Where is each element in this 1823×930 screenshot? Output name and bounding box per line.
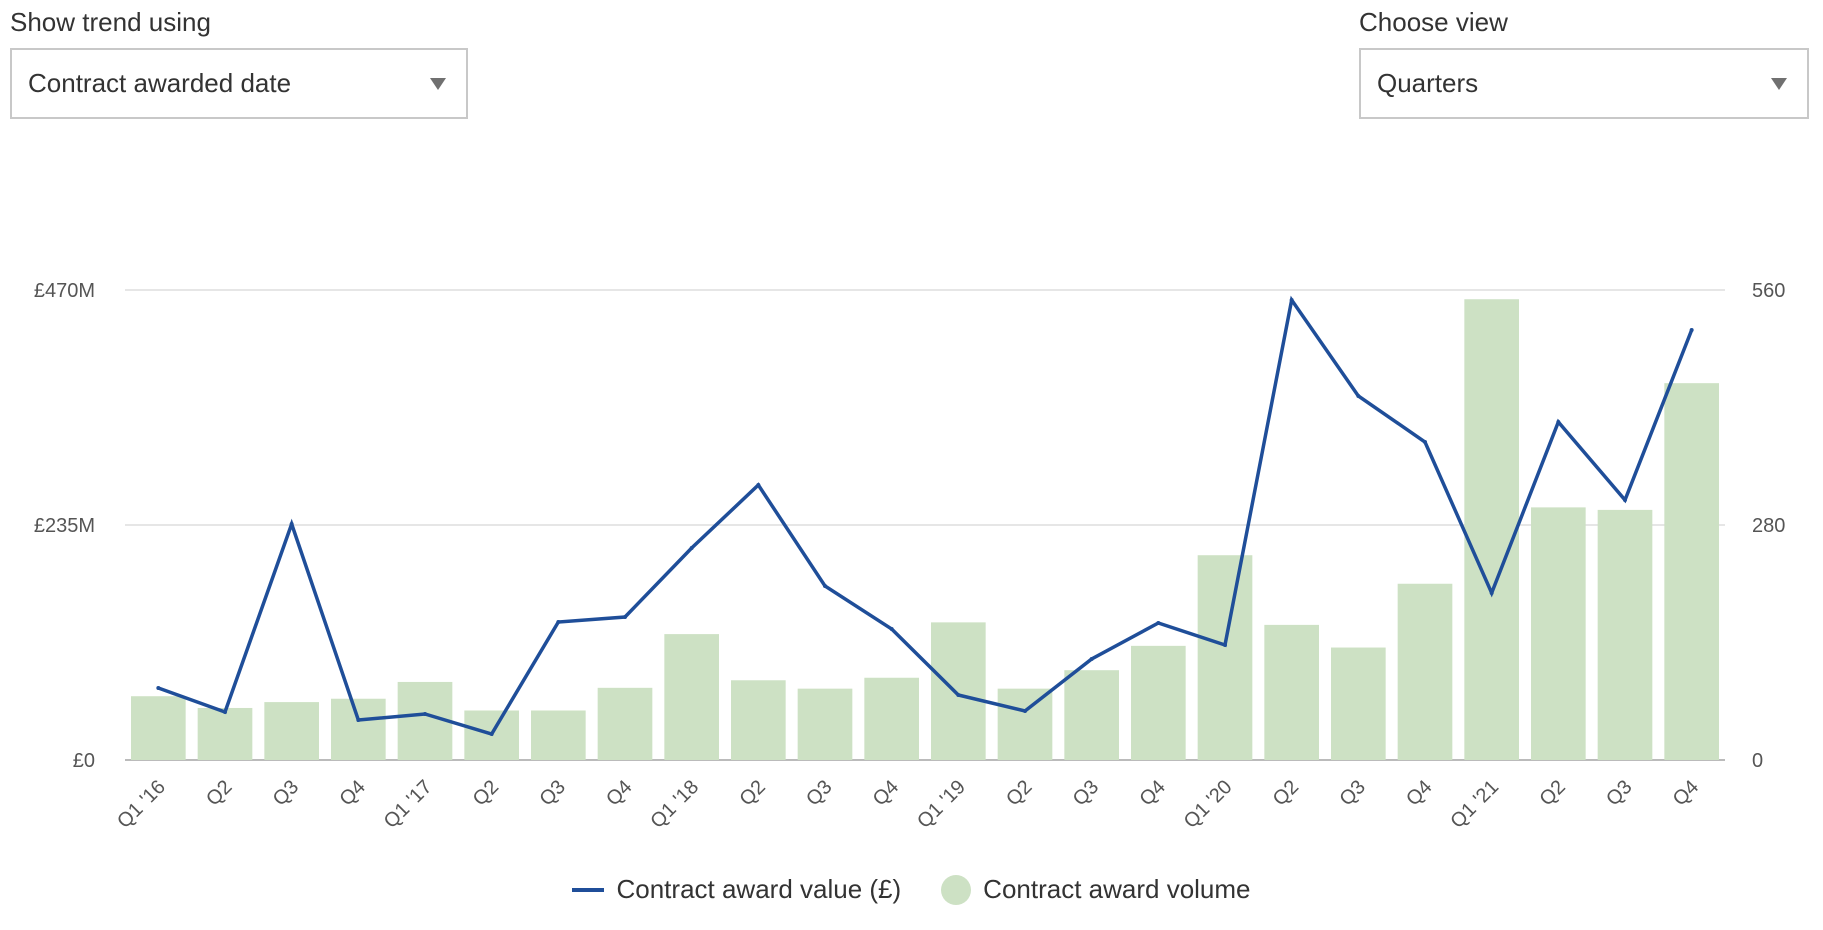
chevron-down-icon xyxy=(430,78,446,90)
legend-item-volume[interactable]: Contract award volume xyxy=(941,874,1251,905)
view-select[interactable]: Quarters xyxy=(1359,48,1809,119)
y-left-tick-label: £235M xyxy=(34,515,95,537)
x-tick-label: Q2 xyxy=(1269,776,1303,810)
view-select-value: Quarters xyxy=(1377,68,1479,98)
x-tick-label: Q1 '21 xyxy=(1446,776,1503,833)
volume-bar[interactable] xyxy=(1397,583,1453,760)
x-tick-label: Q1 '18 xyxy=(646,776,703,833)
value-point[interactable] xyxy=(1289,298,1294,302)
value-point[interactable] xyxy=(1356,394,1361,398)
legend-label-value: Contract award value (£) xyxy=(616,874,902,904)
volume-bar[interactable] xyxy=(731,680,786,760)
volume-bar[interactable] xyxy=(931,622,986,760)
value-point[interactable] xyxy=(1223,643,1227,647)
x-tick-label: Q3 xyxy=(535,776,569,810)
value-point[interactable] xyxy=(1423,440,1427,444)
volume-bars xyxy=(131,299,1719,760)
x-tick-label: Q1 '16 xyxy=(113,776,170,833)
volume-bar[interactable] xyxy=(664,634,719,760)
volume-bar[interactable] xyxy=(331,698,386,760)
volume-bar[interactable] xyxy=(1264,624,1319,760)
legend-item-value[interactable]: Contract award value (£) xyxy=(572,874,901,905)
x-tick-label: Q4 xyxy=(1402,776,1436,810)
volume-bar[interactable] xyxy=(1597,509,1653,760)
x-tick-label: Q4 xyxy=(1669,776,1703,810)
x-tick-label: Q4 xyxy=(335,776,369,810)
legend-label-volume: Contract award volume xyxy=(983,874,1251,904)
trend-label: Show trend using xyxy=(10,7,211,37)
volume-bar[interactable] xyxy=(264,702,319,760)
value-point[interactable] xyxy=(1489,591,1494,595)
y-left-tick-label: £470M xyxy=(34,280,95,302)
x-tick-label: Q1 '20 xyxy=(1180,776,1237,833)
value-point[interactable] xyxy=(1623,498,1627,502)
volume-bar[interactable] xyxy=(1464,299,1519,760)
volume-bar[interactable] xyxy=(531,710,586,760)
circle-swatch-icon xyxy=(941,874,972,905)
volume-bar[interactable] xyxy=(1331,647,1386,760)
x-tick-label: Q3 xyxy=(1335,776,1369,810)
volume-bar[interactable] xyxy=(997,688,1053,760)
volume-bar[interactable] xyxy=(1664,383,1719,760)
value-point[interactable] xyxy=(823,584,827,588)
volume-bar[interactable] xyxy=(1531,507,1586,760)
x-tick-label: Q1 '19 xyxy=(913,776,970,833)
trend-select-value: Contract awarded date xyxy=(28,68,292,98)
x-tick-label: Q2 xyxy=(469,776,503,810)
value-point[interactable] xyxy=(889,627,894,631)
chevron-down-icon xyxy=(1771,78,1787,90)
volume-bar[interactable] xyxy=(197,707,253,760)
line-swatch-icon xyxy=(572,887,605,892)
y-right-tick-label: 560 xyxy=(1752,280,1785,302)
x-tick-label: Q3 xyxy=(1069,776,1103,810)
trend-control: Show trend using Contract awarded date xyxy=(10,0,468,119)
x-tick-label: Q3 xyxy=(802,776,836,810)
volume-bar[interactable] xyxy=(131,696,186,760)
x-tick-label: Q2 xyxy=(202,776,236,810)
value-line[interactable] xyxy=(157,295,1694,737)
trend-select[interactable]: Contract awarded date xyxy=(10,48,468,119)
view-control: Choose view Quarters xyxy=(1359,0,1809,119)
value-point[interactable] xyxy=(223,710,227,714)
x-tick-label: Q3 xyxy=(269,776,303,810)
value-point[interactable] xyxy=(156,686,161,690)
value-point[interactable] xyxy=(489,732,494,736)
chart-legend: Contract award value (£) Contract award … xyxy=(0,874,1823,905)
value-point[interactable] xyxy=(1089,657,1094,661)
value-point[interactable] xyxy=(1156,621,1161,625)
volume-bar[interactable] xyxy=(864,677,919,760)
value-point[interactable] xyxy=(956,693,961,697)
value-point[interactable] xyxy=(289,522,294,526)
grid-lines xyxy=(125,289,1725,761)
volume-bar[interactable] xyxy=(1131,645,1186,760)
volume-bar[interactable] xyxy=(597,687,653,760)
x-tick-label: Q1 '17 xyxy=(380,776,437,833)
value-line-layer xyxy=(156,295,1694,737)
x-tick-label: Q2 xyxy=(735,776,769,810)
x-tick-label: Q2 xyxy=(1002,776,1036,810)
volume-bar[interactable] xyxy=(797,688,853,760)
value-point[interactable] xyxy=(423,712,427,716)
value-point[interactable] xyxy=(1689,328,1694,332)
volume-bar[interactable] xyxy=(1064,670,1119,760)
value-point[interactable] xyxy=(689,546,694,550)
value-point[interactable] xyxy=(1556,420,1561,424)
y-left-tick-label: £0 xyxy=(73,750,95,772)
value-point[interactable] xyxy=(556,620,561,624)
x-tick-label: Q4 xyxy=(869,776,903,810)
value-point[interactable] xyxy=(1023,709,1027,713)
volume-bar[interactable] xyxy=(1197,555,1253,760)
x-tick-label: Q3 xyxy=(1602,776,1636,810)
x-tick-label: Q4 xyxy=(1135,776,1169,810)
value-point[interactable] xyxy=(356,718,361,722)
view-label: Choose view xyxy=(1359,7,1508,37)
y-right-tick-label: 0 xyxy=(1752,750,1763,772)
combo-chart: £0 £235M £470M 0 280 560 Q1 '16 Q2 Q3 Q4 Q1 '17 Q2 Q… xyxy=(34,280,1786,833)
value-point[interactable] xyxy=(623,615,627,619)
x-tick-label: Q4 xyxy=(602,776,636,810)
value-point[interactable] xyxy=(756,483,761,487)
y-right-tick-label: 280 xyxy=(1752,515,1785,537)
x-tick-label: Q2 xyxy=(1535,776,1569,810)
